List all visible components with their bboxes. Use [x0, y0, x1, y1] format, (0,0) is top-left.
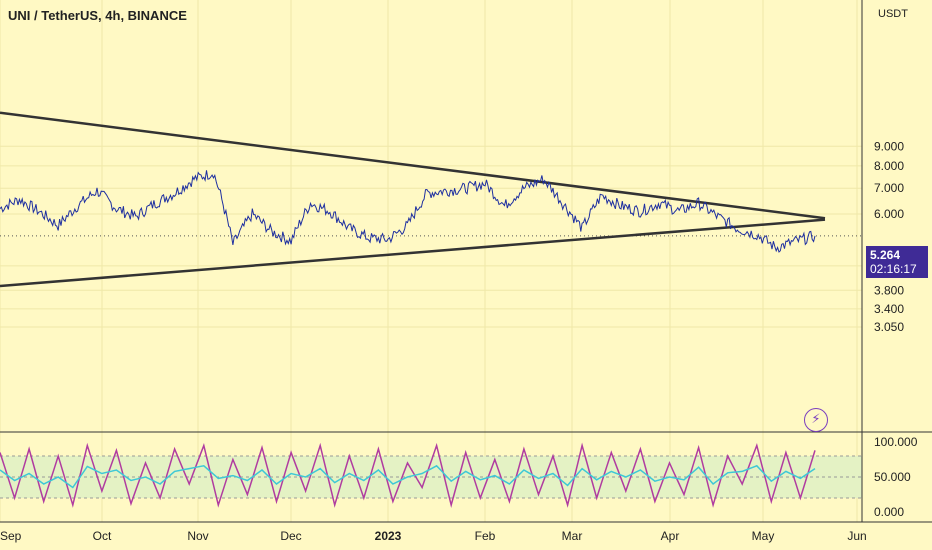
time-tick-label: Sep: [0, 529, 22, 543]
oscillator-tick-label: 50.000: [874, 470, 911, 484]
support-trendline[interactable]: [0, 218, 826, 288]
price-series-line[interactable]: [0, 170, 816, 253]
symbol-title: UNI / TetherUS, 4h, BINANCE: [8, 8, 187, 23]
oscillator-tick-label: 0.000: [874, 505, 904, 519]
time-tick-label: Dec: [280, 529, 301, 543]
price-tick-label: 3.050: [874, 320, 904, 334]
price-tick-label: 7.000: [874, 181, 904, 195]
currency-label: USDT: [878, 8, 908, 20]
time-tick-label: Nov: [187, 529, 208, 543]
time-tick-label: Apr: [661, 529, 680, 543]
bar-countdown: 02:16:17: [870, 262, 917, 276]
time-tick-label: Jun: [847, 529, 866, 543]
time-tick-label: Feb: [475, 529, 496, 543]
resistance-trendline[interactable]: [0, 111, 826, 220]
price-tick-label: 9.000: [874, 139, 904, 153]
time-tick-label: Mar: [562, 529, 583, 543]
lightning-icon[interactable]: ⚡: [804, 408, 828, 432]
price-plot[interactable]: [0, 111, 862, 288]
price-tick-label: 3.400: [874, 302, 904, 316]
time-tick-label: Oct: [93, 529, 112, 543]
last-price-badge: 5.264 02:16:17: [866, 246, 928, 278]
time-tick-label: May: [752, 529, 775, 543]
oscillator-tick-label: 100.000: [874, 435, 918, 449]
price-tick-label: 6.000: [874, 207, 904, 221]
time-tick-label: 2023: [375, 529, 402, 543]
stoch-d-line[interactable]: [0, 464, 816, 489]
last-price-value: 5.264: [870, 248, 901, 262]
oscillator-plot[interactable]: [0, 431, 932, 508]
price-tick-label: 8.000: [874, 159, 904, 173]
stoch-k-line[interactable]: [0, 442, 816, 508]
price-tick-label: 3.800: [874, 283, 904, 297]
